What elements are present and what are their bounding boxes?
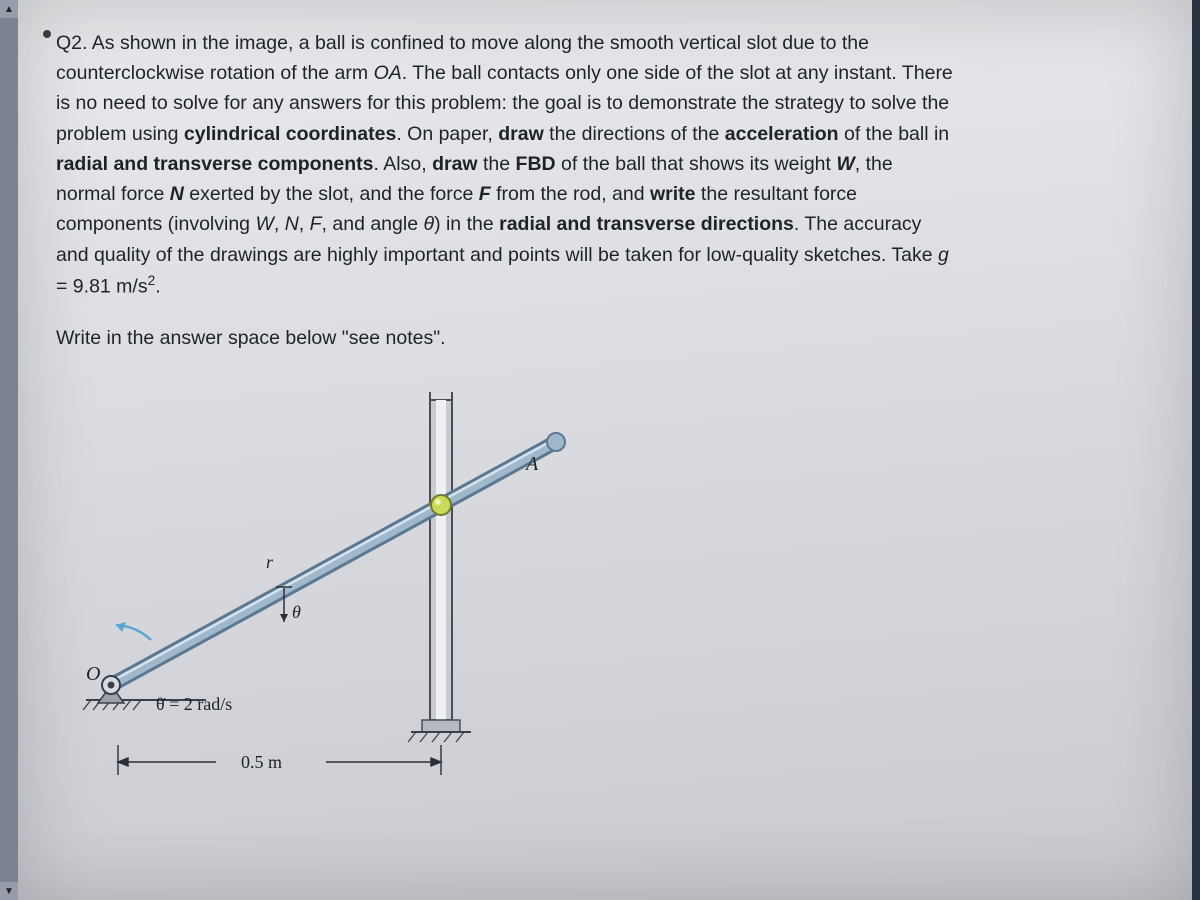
answer-instruction: Write in the answer space below "see not… <box>56 327 1102 350</box>
page-surface: Q2. As shown in the image, a ball is con… <box>18 0 1192 900</box>
label-a: A <box>524 453 539 475</box>
theta-label: θ <box>292 602 301 622</box>
problem-statement: Q2. As shown in the image, a ball is con… <box>56 28 956 301</box>
omega-label: θ̇ = 2 rad/s <box>156 694 232 714</box>
vertical-slot <box>408 392 471 742</box>
scroll-down-icon[interactable]: ▼ <box>0 882 18 900</box>
ball <box>431 495 451 515</box>
distance-label: 0.5 m <box>241 752 282 772</box>
list-bullet <box>43 30 51 38</box>
r-label: r <box>266 552 274 572</box>
scroll-up-icon[interactable]: ▲ <box>0 0 18 18</box>
rod-oa <box>111 433 565 685</box>
label-o: O <box>86 663 100 685</box>
vertical-scrollbar[interactable]: ▲ ▼ <box>0 0 18 900</box>
mechanics-diagram: r θ O A θ̇ = 2 rad/s 0.5 m <box>56 370 576 790</box>
